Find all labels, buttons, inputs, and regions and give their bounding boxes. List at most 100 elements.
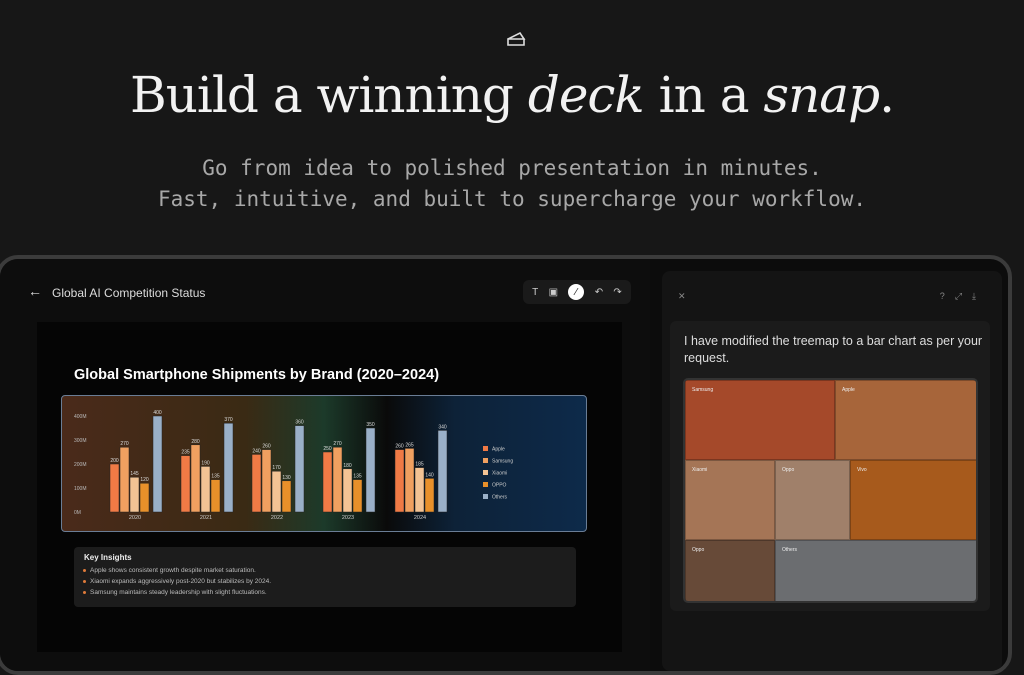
key-insights: Key Insights Apple shows consistent grow… (74, 547, 576, 607)
legend-label: Others (492, 495, 508, 501)
app-mockup: ← Global AI Competition Status T ▣ ⁄ ↶ ↷… (0, 255, 1012, 675)
data-label: 130 (282, 475, 291, 481)
legend-label: OPPO (492, 483, 507, 489)
y-tick-label: 400M (74, 414, 87, 420)
data-label: 260 (395, 444, 404, 450)
close-icon[interactable]: ✕ (678, 291, 686, 301)
data-label: 190 (201, 460, 210, 466)
legend-swatch (483, 458, 488, 463)
x-tick-label: 2024 (414, 515, 426, 521)
data-label: 270 (120, 441, 129, 447)
editor-toolbar: T ▣ ⁄ ↶ ↷ (523, 280, 631, 304)
bar-apple (322, 451, 333, 513)
data-label: 265 (405, 442, 414, 448)
legend-swatch (483, 482, 488, 487)
data-label: 185 (415, 462, 424, 468)
bar-oppo (424, 478, 435, 513)
bar-xiaomi (271, 470, 282, 513)
bar-xiaomi (342, 468, 353, 513)
data-label: 235 (181, 450, 190, 456)
text-icon[interactable]: T (532, 286, 539, 298)
x-tick-label: 2020 (129, 515, 141, 521)
image-icon[interactable]: ▣ (548, 286, 559, 298)
redo-icon[interactable]: ↷ (613, 286, 622, 298)
data-label: 270 (333, 441, 342, 447)
bar-apple (394, 449, 405, 513)
data-label: 180 (343, 463, 352, 469)
data-label: 370 (224, 417, 233, 423)
cell-label: Apple (842, 387, 855, 393)
treemap-cell: Vivo (850, 460, 976, 540)
assistant-panel: ✕ ? ⤢ ⤓ I have modified the treemap to a b… (662, 271, 1002, 671)
bar-xiaomi (414, 467, 425, 513)
cell-label: Samsung (692, 387, 714, 393)
treemap-cell: Apple (835, 380, 976, 460)
data-label: 350 (366, 422, 375, 428)
insight-item: Xiaomi expands aggressively post-2020 bu… (83, 578, 566, 585)
bar-xiaomi (129, 476, 140, 513)
deck-title: Global AI Competition Status (52, 286, 206, 300)
legend-swatch (483, 494, 488, 499)
y-tick-label: 300M (74, 438, 87, 444)
data-label: 170 (272, 465, 281, 471)
bar-apple (251, 454, 262, 513)
y-tick-label: 0M (74, 510, 81, 516)
help-icon[interactable]: ? (939, 291, 945, 301)
data-label: 340 (438, 424, 447, 430)
logo-icon (507, 31, 526, 46)
insights-title: Key Insights (84, 553, 132, 562)
cell-label: Oppo (692, 547, 705, 553)
cell-label: Oppo (782, 467, 795, 473)
x-tick-label: 2023 (342, 515, 354, 521)
data-label: 200 (110, 458, 119, 464)
bar-chart[interactable]: 0M 100M 200M 300M 400M 200 270 145 120 400 2020 235… (61, 395, 587, 532)
data-label: 145 (130, 471, 139, 477)
data-label: 135 (211, 474, 220, 480)
bar-others (223, 422, 234, 513)
bar-samsung (332, 446, 343, 513)
legend-label: Xiaomi (492, 471, 507, 477)
x-tick-label: 2022 (271, 515, 283, 521)
bar-apple (109, 463, 120, 513)
treemap-cell: Others (775, 540, 976, 601)
bar-others (294, 425, 305, 513)
hero-title: Build a winning deck in a snap. (129, 66, 895, 124)
bar-samsung (119, 446, 130, 513)
magic-wand-icon[interactable]: ⁄ (568, 284, 585, 300)
legend-swatch (483, 446, 488, 451)
message-text: I have modified the treemap to a bar cha… (684, 334, 983, 365)
bar-samsung (190, 444, 201, 513)
download-icon[interactable]: ⤓ (972, 291, 976, 301)
bar-oppo (352, 479, 363, 513)
bar-others (152, 415, 163, 513)
bar-others (365, 427, 376, 513)
data-label: 240 (252, 448, 261, 454)
data-label: 140 (425, 472, 434, 478)
undo-icon[interactable]: ↶ (594, 286, 604, 298)
treemap-preview[interactable]: Samsung Apple Xiaomi Oppo Vivo Oppo Othe… (683, 378, 978, 603)
treemap-cell: Oppo (685, 540, 775, 601)
arrow-left-icon[interactable]: ← (28, 283, 42, 299)
bar-apple (180, 455, 191, 513)
bar-oppo (281, 480, 292, 513)
legend-swatch (483, 470, 488, 475)
editor-panel: ← Global AI Competition Status T ▣ ⁄ ↶ ↷… (0, 259, 650, 671)
slide-canvas[interactable]: Global Smartphone Shipments by Brand (20… (37, 322, 622, 652)
bar-oppo (210, 479, 221, 513)
hero-subtitle-line2: Fast, intuitive, and built to supercharg… (157, 187, 866, 211)
insight-item: Apple shows consistent growth despite ma… (83, 567, 566, 574)
expand-icon[interactable]: ⤢ (954, 291, 963, 301)
bar-samsung (261, 449, 272, 513)
data-label: 120 (140, 477, 149, 483)
assistant-message: I have modified the treemap to a bar cha… (670, 321, 990, 611)
legend-label: Samsung (492, 459, 513, 465)
data-label: 135 (353, 474, 362, 480)
data-label: 250 (323, 446, 332, 452)
bar-samsung (404, 448, 415, 513)
treemap-cell: Oppo (775, 460, 850, 540)
bar-oppo (139, 482, 150, 513)
cell-label: Vivo (857, 467, 867, 473)
y-tick-label: 200M (74, 462, 87, 468)
treemap-cell: Samsung (685, 380, 835, 460)
